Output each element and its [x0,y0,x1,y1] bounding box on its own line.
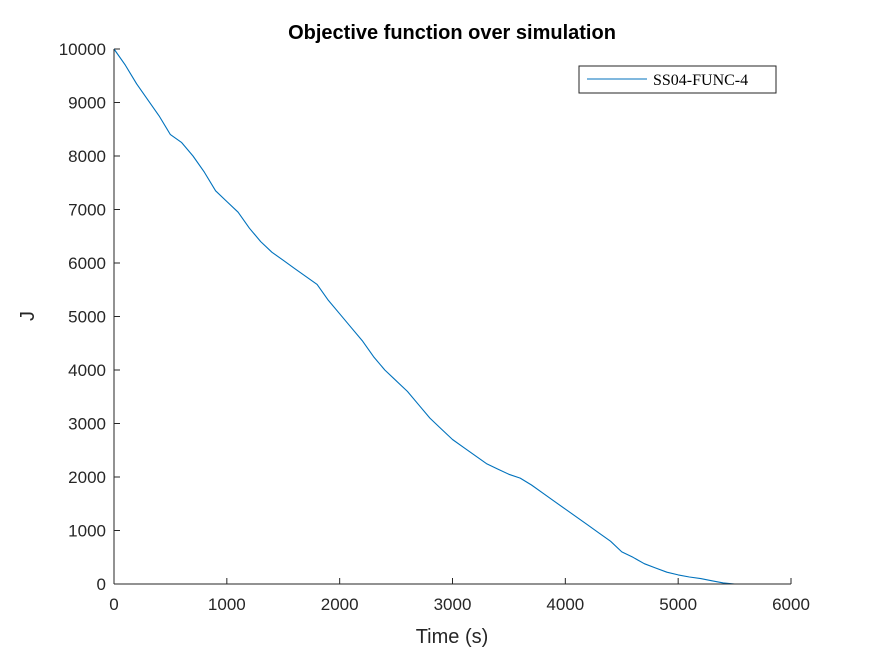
y-tick-label: 7000 [68,201,106,220]
legend: SS04-FUNC-4 [578,65,777,94]
x-tick-label: 6000 [772,595,810,614]
axis-ticks [113,48,792,585]
y-tick-label: 3000 [68,415,106,434]
x-axis-label: Time (s) [416,626,489,648]
y-tick-label: 8000 [68,147,106,166]
chart-title: Objective function over simulation [288,22,616,44]
legend-label: SS04-FUNC-4 [653,72,748,89]
x-tick-label: 3000 [434,595,472,614]
y-tick-label: 0 [97,575,106,594]
series-layer [113,48,735,585]
y-tick-label: 5000 [68,308,106,327]
y-tick-label: 9000 [68,94,106,113]
y-tick-label: 4000 [68,361,106,380]
y-tick-label: 6000 [68,254,106,273]
x-tick-label: 0 [109,595,118,614]
x-tick-label: 4000 [546,595,584,614]
tick-labels: 0 1000 2000 3000 4000 5000 6000 0 1000 2000 3000 40… [59,40,810,614]
y-tick-label: 10000 [59,40,106,59]
x-tick-label: 1000 [208,595,246,614]
series-line [113,48,735,585]
legend-box [578,65,777,94]
x-tick-label: 2000 [321,595,359,614]
y-tick-label: 1000 [68,522,106,541]
plot-area [114,49,791,584]
y-tick-label: 2000 [68,468,106,487]
x-tick-label: 5000 [659,595,697,614]
y-axis-label: J [17,311,39,321]
